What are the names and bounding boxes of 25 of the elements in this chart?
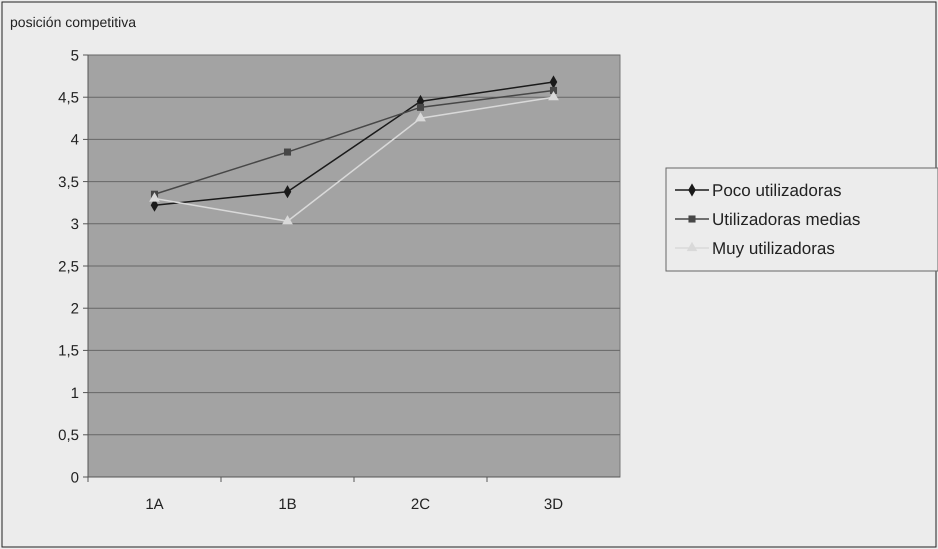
x-tick-label: 1B bbox=[278, 496, 297, 513]
point bbox=[282, 215, 293, 224]
point bbox=[149, 192, 160, 202]
y-tick-label: 2,5 bbox=[58, 258, 79, 276]
x-tick-label: 1A bbox=[145, 496, 164, 513]
y-tick-label: 4,5 bbox=[58, 89, 79, 106]
point bbox=[284, 148, 292, 156]
x-tick-label: 2C bbox=[410, 496, 430, 513]
point bbox=[548, 90, 559, 100]
y-tick-label: 0 bbox=[70, 469, 79, 486]
y-tick-label: 1 bbox=[70, 384, 79, 402]
y-tick-label: 5 bbox=[70, 47, 79, 64]
y-tick-label: 0,5 bbox=[58, 427, 79, 444]
y-tick-label: 4 bbox=[70, 132, 79, 149]
point bbox=[416, 104, 424, 111]
y-tick-label: 2 bbox=[70, 300, 79, 318]
y-tick-label: 1,5 bbox=[58, 342, 79, 360]
legend-label: Utilizadoras medias bbox=[712, 210, 860, 229]
y-tick-label: 3,5 bbox=[58, 174, 79, 191]
legend-label: Poco utilizadoras bbox=[712, 180, 842, 200]
point bbox=[415, 112, 426, 122]
y-axis-title: posición competitiva bbox=[10, 14, 136, 30]
x-tick-label: 3D bbox=[544, 496, 564, 513]
legend-label: Muy utilizadoras bbox=[712, 238, 835, 258]
y-tick-label: 3 bbox=[70, 216, 79, 234]
